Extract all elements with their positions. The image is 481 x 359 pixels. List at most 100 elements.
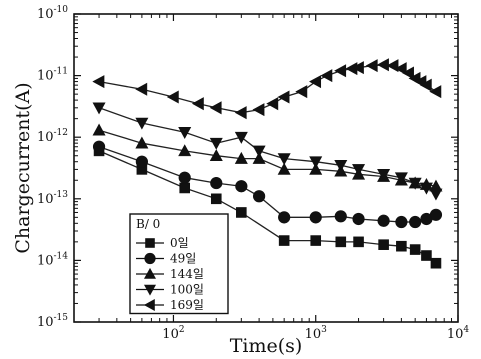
legend-label: 100일 [170,283,204,297]
y-tick-label: 10-12 [37,128,68,145]
data-point [419,78,432,92]
series-3 [92,102,443,201]
legend-entry: 0일 [136,236,189,250]
y-tick-mantissa: 10 [37,253,54,268]
x-tick-mantissa: 10 [447,327,464,342]
legend-entry: 169일 [136,298,204,312]
data-point [409,244,421,255]
data-point [178,171,191,184]
data-point [135,155,148,168]
data-point [210,193,222,205]
data-point [309,211,322,224]
y-tick-exponent: -12 [54,128,69,138]
data-point [394,172,408,185]
y-axis-title: Chargecurrent(A) [12,82,34,253]
y-tick-mantissa: 10 [37,315,54,330]
legend-marker [143,284,157,296]
data-point [334,159,348,172]
legend-marker [143,298,155,312]
data-point [277,162,291,175]
x-tick-label: 104 [447,325,470,342]
data-point [320,69,333,83]
data-point [135,136,149,149]
data-point [191,97,204,111]
data-point [178,144,192,157]
data-point [309,156,323,169]
data-point [352,164,366,177]
data-point [210,176,223,190]
x-tick-label: 102 [162,325,184,342]
data-point [394,62,407,76]
y-tick-exponent: -15 [54,313,69,323]
data-point [178,127,192,139]
chart-series [92,58,443,269]
data-point [252,103,265,117]
x-axis-title: Time(s) [230,335,303,357]
data-point [235,180,248,193]
legend-marker [145,238,155,248]
data-point [135,82,148,96]
data-point [408,177,422,190]
data-point [253,190,266,203]
data-point [236,207,247,218]
legend-entry: 144일 [136,267,204,281]
y-tick-exponent: -13 [54,190,69,200]
data-point [353,236,364,248]
legend-marker [143,267,157,279]
y-tick-label: 10-13 [37,190,68,207]
data-point [295,85,308,99]
data-point [92,123,106,136]
data-point [252,145,266,158]
data-point [377,214,390,227]
data-point [352,212,365,226]
data-point [209,137,223,150]
data-point [278,235,290,246]
data-point [430,257,442,269]
data-point [209,149,223,162]
data-point [334,210,347,223]
data-point [378,239,389,250]
data-point [92,102,106,115]
data-point [334,64,347,78]
y-tick-exponent: -11 [54,67,69,77]
data-point [396,240,407,252]
y-tick-label: 10-15 [37,313,68,330]
data-point [310,235,322,246]
data-point [309,162,323,175]
series-line [98,146,437,223]
data-point [377,168,391,181]
legend-label: 49일 [170,252,196,266]
data-point [277,90,290,104]
y-tick-exponent: -14 [54,251,69,261]
data-point [429,85,442,99]
data-point [395,215,408,229]
legend-entry: 100일 [136,283,204,297]
legend-label: 144일 [170,267,204,281]
y-tick-label: 10-11 [37,67,68,84]
plot-frame [73,13,459,323]
legend-box [129,213,229,315]
y-tick-label: 10-14 [37,251,68,268]
x-tick-exponent: 4 [463,325,469,335]
data-point [429,188,443,201]
data-point [402,66,414,80]
data-point [278,211,291,224]
legend-title: B/ 0 [136,217,160,231]
data-point [429,208,443,221]
data-point [234,106,247,120]
series-4 [92,58,442,120]
y-tick-label: 10-10 [37,5,68,22]
legend-label: 0일 [170,236,189,250]
x-tick-mantissa: 10 [162,327,179,342]
y-tick-exponent: -10 [54,5,69,15]
legend-marker [144,252,156,265]
y-tick-mantissa: 10 [37,130,54,145]
x-tick-exponent: 2 [179,325,185,335]
data-point [252,151,266,164]
data-point [166,90,179,104]
data-point [409,215,422,229]
